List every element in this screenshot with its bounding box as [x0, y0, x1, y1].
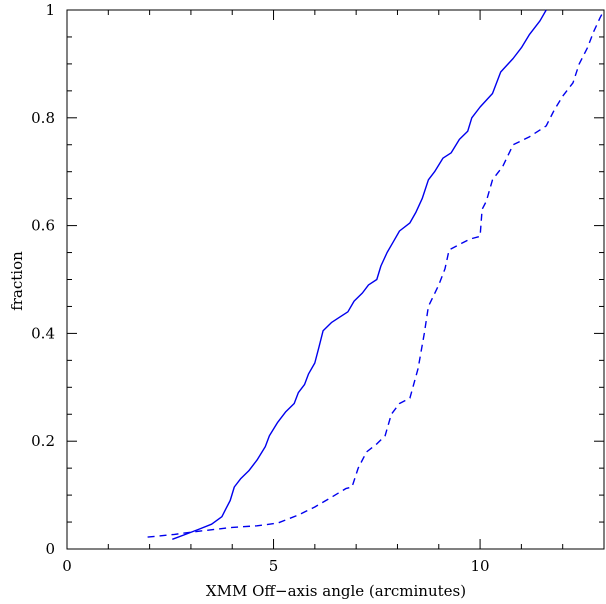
ticks-layer [66, 9, 605, 550]
x-tick-label: 5 [269, 557, 279, 575]
x-tick-label: 0 [62, 557, 72, 575]
y-tick-label: 0.2 [31, 432, 55, 450]
solid-series-line [172, 9, 547, 540]
y-tick-label: 0.6 [31, 217, 55, 235]
tick-labels-layer: 0 5 10 0 0.2 0.4 0.6 0.8 1 [31, 1, 489, 575]
x-tick-label: 10 [471, 557, 490, 575]
y-tick-label: 0.4 [31, 324, 55, 342]
x-axis-label: XMM Off−axis angle (arcminutes) [206, 582, 466, 600]
y-axis-label: fraction [8, 251, 26, 311]
plot-border [66, 9, 605, 550]
y-tick-label: 0.8 [31, 109, 55, 127]
y-tick-label: 1 [45, 1, 55, 19]
plot-frame [66, 9, 605, 550]
dashed-series-line [147, 9, 605, 538]
series-layer [147, 9, 605, 540]
y-tick-label: 0 [45, 540, 55, 558]
